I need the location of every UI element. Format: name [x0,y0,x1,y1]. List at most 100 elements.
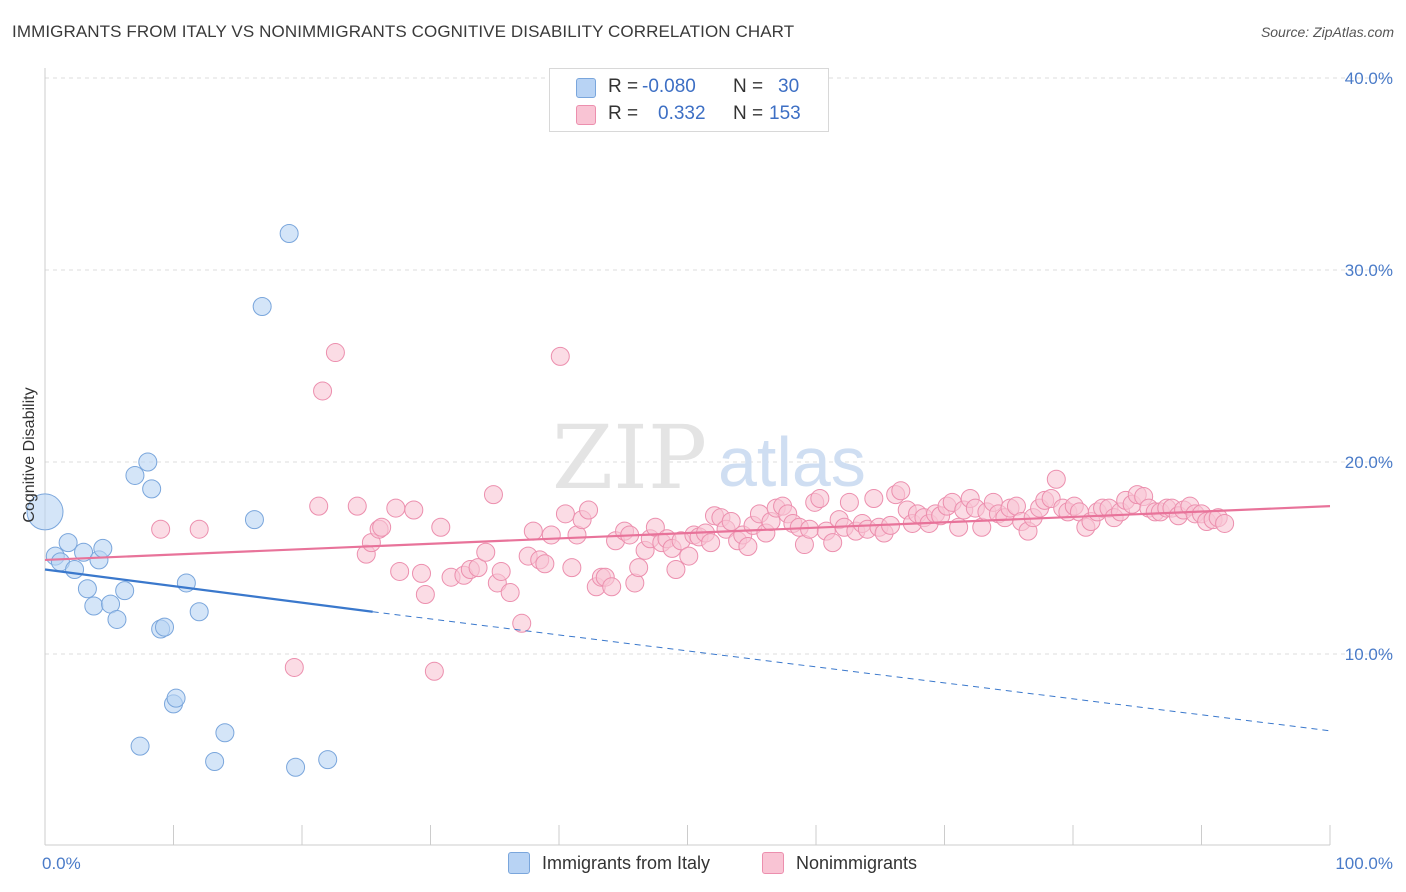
italy-point [252,296,272,316]
trend-lines [44,505,1331,732]
nonimmigrant-point [864,488,884,508]
nonimmigrant-point [491,561,511,581]
y-tick-label: 10.0% [1345,645,1393,664]
legend-label-nonimmigrants: Nonimmigrants [796,852,918,873]
chart-title: IMMIGRANTS FROM ITALY VS NONIMMIGRANTS C… [12,22,795,41]
italy-point [115,581,135,601]
nonimmigrant-point [839,492,859,512]
nonimmigrant-point [891,481,911,501]
italy-trend-line [44,568,373,613]
italy-point [279,224,299,244]
legend-item-nonimmigrants: Nonimmigrants [762,852,917,874]
nonimmigrant-point [1046,469,1066,489]
watermark-atlas: atlas [718,423,866,501]
nonimmigrant-point [424,661,444,681]
nonimmigrant-point [415,584,435,604]
italy-point [125,465,145,485]
italy-point [189,602,209,622]
nonimmigrant-trend-line [44,505,1331,562]
legend-row-italy: R = -0.080 N = 30 [550,74,828,100]
italy-point [318,750,338,770]
y-axis-label: Cognitive Disability [21,387,38,522]
nonimmigrant-point [313,381,333,401]
legend-row-nonimmigrants: R = 0.332 N = 153 [550,101,828,127]
nonimmigrant-point [541,525,561,545]
legend-r-label: R = [608,76,639,97]
nonimmigrant-point [823,533,843,553]
nonimmigrant-point [535,554,555,574]
nonimmigrant-point [347,496,367,516]
nonimmigrant-point [431,517,451,537]
x-tick-labels: 0.0% 100.0% [42,854,1393,873]
nonimmigrant-point [500,583,520,603]
legend-r-value: -0.080 [642,76,696,97]
nonimmigrant-point [386,498,406,518]
italy-point [65,560,85,580]
legend-n-label: N = [733,76,764,97]
axes [44,68,1331,846]
legend-r-value: 0.332 [658,103,706,124]
nonimmigrant-point [476,542,496,562]
nonimmigrant-point [701,533,721,553]
italy-point [107,609,127,629]
watermark-zip: ZIP [552,406,707,509]
italy-point [138,452,158,472]
legend-label-italy: Immigrants from Italy [542,852,711,873]
nonimmigrant-point [483,485,503,505]
nonimmigrants-points [151,343,1235,681]
legend-swatch-italy [508,852,530,874]
legend-n-value: 153 [769,103,801,124]
x-tick-label: 100.0% [1335,854,1393,873]
nonimmigrant-point [372,517,392,537]
y-tick-label: 40.0% [1345,69,1393,88]
grid-lines [45,77,1392,655]
y-tick-label: 20.0% [1345,453,1393,472]
italy-point [130,736,150,756]
nonimmigrant-point [189,519,209,539]
italy-point [205,752,225,772]
nonimmigrant-point [1215,513,1235,533]
italy-point [166,688,186,708]
legend-swatch-nonimmigrants [576,105,596,125]
nonimmigrant-point [390,561,410,581]
italy-point [74,542,94,562]
italy-trend-extension [372,611,1331,732]
nonimmigrant-point [550,346,570,366]
italy-point [244,510,264,530]
nonimmigrant-point [579,500,599,520]
nonimmigrant-point [284,657,304,677]
italy-point [93,538,113,558]
chart-source: Source: ZipAtlas.com [1260,24,1394,40]
italy-point [77,579,97,599]
nonimmigrant-point [151,519,171,539]
nonimmigrant-point [629,558,649,578]
italy-points [26,224,338,777]
y-tick-label: 30.0% [1345,261,1393,280]
nonimmigrant-point [738,536,758,556]
italy-point [84,596,104,616]
nonimmigrant-point [512,613,532,633]
nonimmigrant-point [810,488,830,508]
italy-point [142,479,162,499]
watermark: ZIP atlas [552,406,866,509]
italy-point [286,757,306,777]
series-legend: Immigrants from Italy Nonimmigrants [0,852,1406,878]
legend-n-value: 30 [778,76,800,97]
nonimmigrant-point [468,558,488,578]
nonimmigrant-point [404,500,424,520]
x-tick-label: 0.0% [42,854,81,873]
y-tick-labels: 10.0% 20.0% 30.0% 40.0% [1345,69,1393,664]
nonimmigrant-point [679,546,699,566]
nonimmigrant-point [666,560,686,580]
correlation-legend: R = -0.080 N = 30 R = 0.332 N = 153 [549,68,829,132]
nonimmigrant-point [562,558,582,578]
italy-point [215,723,235,743]
nonimmigrant-point [602,577,622,597]
nonimmigrant-point [412,563,432,583]
italy-point [155,617,175,637]
legend-r-label: R = [608,103,639,124]
nonimmigrant-point [309,496,329,516]
italy-point [58,533,78,553]
nonimmigrant-point [523,521,543,541]
